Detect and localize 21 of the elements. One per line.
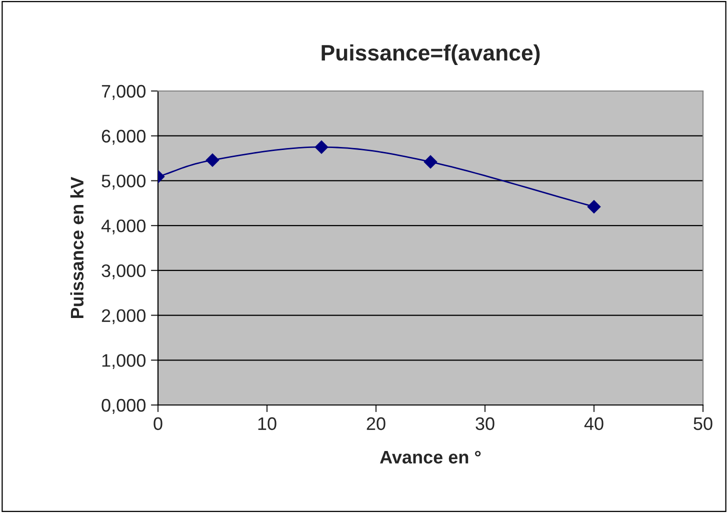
chart-title: Puissance=f(avance) bbox=[322, 44, 540, 66]
x-tick-label: 20 bbox=[366, 417, 386, 430]
x-tick-label: 40 bbox=[584, 417, 604, 430]
point bbox=[314, 140, 328, 154]
x-axis-title: Avance en ° bbox=[380, 450, 481, 464]
y-axis-title: Puissance en kV bbox=[70, 176, 84, 318]
y-tick-label: 6,000 bbox=[102, 130, 146, 145]
y-tick-label: 4,000 bbox=[101, 220, 146, 234]
y-tick-label: 2,000 bbox=[102, 309, 146, 324]
point bbox=[206, 153, 220, 167]
x-tick-label: 50 bbox=[694, 417, 712, 430]
y-tick-label: 3,000 bbox=[102, 264, 146, 280]
y-tick-label: 1,000 bbox=[102, 354, 146, 369]
x-tick-label: 0 bbox=[154, 417, 162, 430]
y-tick-label: 7,000 bbox=[102, 84, 146, 100]
y-tick-label: 5,000 bbox=[102, 174, 146, 190]
point bbox=[424, 155, 438, 168]
x-tick-label: 30 bbox=[476, 417, 494, 430]
x-tick-label: 10 bbox=[258, 417, 276, 430]
point bbox=[587, 200, 601, 214]
y-tick-label: 0,000 bbox=[102, 398, 146, 414]
